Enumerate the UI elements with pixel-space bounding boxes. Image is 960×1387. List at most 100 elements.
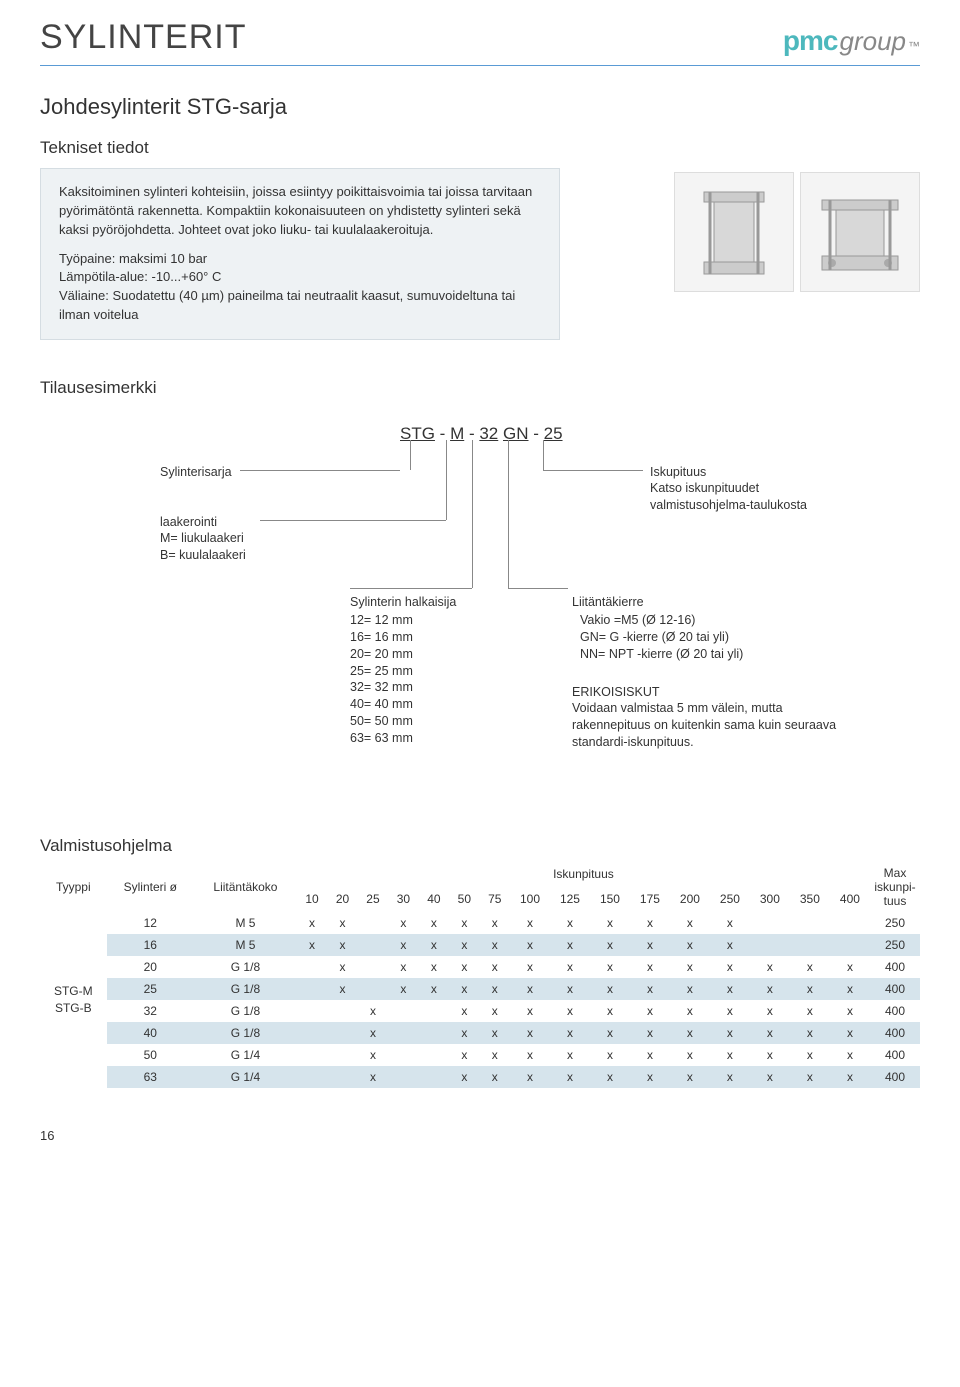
cell-stroke: x: [670, 1066, 710, 1088]
cell-stroke: x: [670, 1000, 710, 1022]
cell-dia: 32: [107, 1000, 195, 1022]
od-halkaisija: 12= 12 mm 16= 16 mm 20= 20 mm 25= 25 mm …: [350, 612, 413, 747]
cell-stroke: x: [419, 956, 449, 978]
cell-dia: 25: [107, 978, 195, 1000]
cell-stroke: x: [630, 978, 670, 1000]
cell-stroke: x: [590, 1000, 630, 1022]
cell-stroke: x: [750, 1044, 790, 1066]
cell-dia: 63: [107, 1066, 195, 1088]
product-images: [674, 172, 920, 292]
cell-stroke: x: [790, 1000, 830, 1022]
cell-stroke: [327, 1022, 357, 1044]
cell-stroke: x: [449, 1044, 479, 1066]
cell-stroke: x: [590, 1022, 630, 1044]
cell-conn: M 5: [194, 912, 297, 934]
cell-stroke: x: [670, 1022, 710, 1044]
cell-stroke: x: [480, 934, 510, 956]
cell-stroke: x: [388, 912, 418, 934]
cell-stroke: [419, 1022, 449, 1044]
cell-stroke: x: [550, 956, 590, 978]
hdr-stroke-col: 175: [630, 887, 670, 912]
cell-stroke: [419, 1044, 449, 1066]
cell-stroke: x: [590, 912, 630, 934]
cell-stroke: x: [710, 1044, 750, 1066]
hdr-liit: Liitäntäkoko: [194, 866, 297, 912]
od-halkaisija-title: Sylinterin halkaisija: [350, 594, 456, 611]
cell-stroke: [327, 1044, 357, 1066]
order-code-sep: -: [435, 424, 450, 443]
cell-stroke: [327, 1000, 357, 1022]
cell-stroke: x: [358, 1066, 388, 1088]
cell-stroke: x: [830, 1022, 870, 1044]
section-valmistus: Valmistusohjelma: [40, 836, 920, 856]
cell-stroke: [358, 934, 388, 956]
cell-stroke: [750, 912, 790, 934]
cell-stroke: x: [830, 978, 870, 1000]
cell-max: 400: [870, 956, 920, 978]
cell-stroke: x: [449, 1066, 479, 1088]
cell-stroke: [830, 934, 870, 956]
hdr-syl: Sylinteri ø: [107, 866, 195, 912]
order-code-seg: STG: [400, 424, 435, 443]
cell-stroke: [358, 912, 388, 934]
cell-stroke: x: [630, 1044, 670, 1066]
cell-stroke: x: [419, 934, 449, 956]
cell-stroke: x: [630, 1022, 670, 1044]
hdr-stroke-col: 100: [510, 887, 550, 912]
cell-stroke: x: [327, 912, 357, 934]
cell-conn: G 1/8: [194, 978, 297, 1000]
program-table: Tyyppi Sylinteri ø Liitäntäkoko Iskunpit…: [40, 866, 920, 1088]
cell-stroke: [297, 956, 327, 978]
table-row: 40G 1/8xxxxxxxxxxxx400: [40, 1022, 920, 1044]
page-header: SYLINTERIT pmc group ™: [40, 0, 920, 66]
cell-stroke: [419, 1066, 449, 1088]
cell-conn: G 1/8: [194, 1000, 297, 1022]
product-image-1: [674, 172, 794, 292]
cell-stroke: x: [327, 956, 357, 978]
cell-stroke: x: [297, 934, 327, 956]
table-row: 63G 1/4xxxxxxxxxxxx400: [40, 1066, 920, 1088]
cell-stroke: x: [630, 1066, 670, 1088]
type-cell: STG-M STG-B: [40, 912, 107, 1088]
hdr-stroke-col: 400: [830, 887, 870, 912]
cell-stroke: x: [388, 978, 418, 1000]
cell-stroke: x: [790, 1022, 830, 1044]
cell-stroke: x: [388, 956, 418, 978]
cell-stroke: x: [710, 934, 750, 956]
cell-stroke: x: [750, 1000, 790, 1022]
order-code-seg: 32: [479, 424, 498, 443]
brand-logo: pmc group ™: [783, 25, 920, 57]
od-liitanta-title: Liitäntäkierre: [572, 594, 644, 611]
hdr-stroke-col: 300: [750, 887, 790, 912]
cell-stroke: [358, 978, 388, 1000]
cell-stroke: x: [790, 1044, 830, 1066]
cell-stroke: [297, 978, 327, 1000]
logo-part2: group: [840, 26, 907, 57]
cell-stroke: x: [449, 912, 479, 934]
cell-max: 400: [870, 1044, 920, 1066]
od-iskupituus-title: Iskupituus: [650, 464, 706, 481]
cell-stroke: x: [419, 912, 449, 934]
spec-box: Kaksitoiminen sylinteri kohteisiin, jois…: [40, 168, 560, 340]
cell-stroke: x: [510, 912, 550, 934]
cell-max: 400: [870, 978, 920, 1000]
cell-stroke: [388, 1066, 418, 1088]
cell-stroke: x: [550, 978, 590, 1000]
cell-conn: M 5: [194, 934, 297, 956]
od-laakerointi-title: laakerointi: [160, 514, 217, 531]
order-diagram: STG - M - 32 GN - 25 Sylinterisarja laak…: [40, 418, 920, 818]
hdr-isku: Iskunpituus: [297, 866, 870, 887]
cell-stroke: x: [710, 1066, 750, 1088]
hdr-max: Max iskunpi-tuus: [870, 866, 920, 912]
cell-stroke: x: [449, 956, 479, 978]
cell-stroke: [297, 1000, 327, 1022]
cell-stroke: x: [830, 956, 870, 978]
cell-stroke: x: [550, 1066, 590, 1088]
od-iskupituus: Katso iskunpituudet valmistusohjelma-tau…: [650, 480, 830, 514]
cell-stroke: x: [510, 934, 550, 956]
cell-stroke: x: [670, 978, 710, 1000]
cell-stroke: x: [590, 978, 630, 1000]
cell-stroke: x: [550, 934, 590, 956]
cell-conn: G 1/8: [194, 956, 297, 978]
cell-stroke: x: [480, 956, 510, 978]
